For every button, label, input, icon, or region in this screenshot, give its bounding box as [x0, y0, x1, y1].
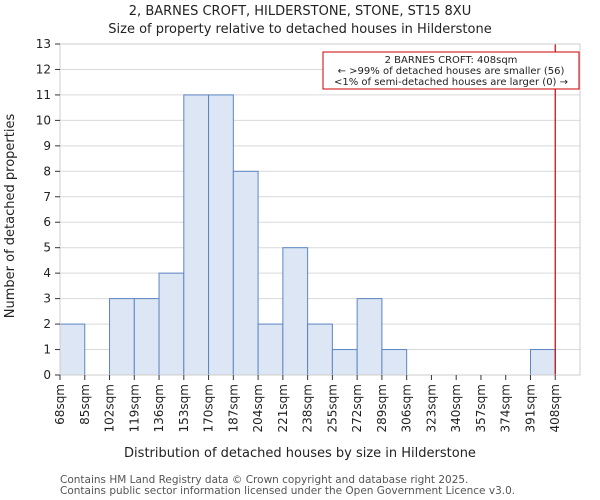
x-tick-label: 187sqm — [226, 384, 240, 432]
plot-frame — [59, 43, 581, 376]
annotation-frame — [322, 51, 580, 90]
x-tick-label: 204sqm — [251, 384, 265, 432]
x-tick-label: 136sqm — [152, 384, 166, 432]
chart-subtitle: Size of property relative to detached ho… — [108, 22, 491, 37]
chart-title: 2, BARNES CROFT, HILDERSTONE, STONE, ST1… — [129, 4, 471, 19]
bar-68sqm — [59, 323, 86, 376]
x-tick-label: 340sqm — [449, 384, 463, 432]
x-tick-label: 306sqm — [400, 384, 414, 432]
x-tick-label: 357sqm — [474, 384, 488, 432]
annotation-box: 2 BARNES CROFT: 408sqm ← >99% of detache… — [322, 51, 580, 90]
x-tick-label: 221sqm — [276, 384, 290, 432]
y-axis-label: Number of detached properties — [3, 114, 18, 319]
y-tick-label: 12 — [36, 62, 51, 76]
x-tick-label: 255sqm — [325, 384, 339, 432]
x-tick-label: 374sqm — [499, 384, 513, 432]
y-tick-label: 13 — [36, 37, 51, 51]
bar-119sqm — [133, 298, 160, 376]
x-tick-label: 391sqm — [523, 384, 537, 432]
y-tick-label: 8 — [43, 164, 51, 178]
footer-line-2: Contains public sector information licen… — [60, 485, 515, 497]
footer-line-1: Contains HM Land Registry data © Crown c… — [60, 474, 468, 486]
x-tick-label: 272sqm — [350, 384, 364, 432]
x-tick-label: 68sqm — [53, 384, 67, 425]
annotation-line-2: ← >99% of detached houses are smaller (5… — [338, 66, 565, 77]
bar-204sqm — [257, 323, 284, 376]
bar-289sqm — [381, 349, 408, 376]
y-tick-label: 7 — [43, 190, 51, 204]
bar-238sqm — [307, 323, 333, 376]
annotation-line-3: <1% of semi-detached houses are larger (… — [334, 77, 568, 88]
y-tick-label: 1 — [43, 343, 51, 357]
y-tick-label: 6 — [43, 215, 51, 229]
y-tick-label: 11 — [36, 88, 51, 102]
bar-136sqm — [158, 272, 185, 376]
y-tick-label: 3 — [43, 292, 51, 306]
x-tick-label: 170sqm — [202, 384, 216, 432]
bar-221sqm — [282, 247, 309, 376]
bar-272sqm — [356, 298, 383, 376]
x-tick-label: 153sqm — [177, 384, 191, 432]
y-tick-label: 2 — [43, 317, 51, 331]
x-tick-label: 238sqm — [301, 384, 315, 432]
annotation-line-1: 2 BARNES CROFT: 408sqm — [385, 55, 518, 66]
bars — [59, 94, 556, 376]
x-tick-label: 102sqm — [103, 384, 117, 432]
y-tick-label: 5 — [43, 241, 51, 255]
x-tick-label: 323sqm — [424, 384, 438, 432]
bar-170sqm — [208, 94, 234, 376]
x-tick-label: 408sqm — [548, 384, 562, 432]
bar-391sqm — [529, 349, 556, 376]
y-tick-label: 10 — [36, 113, 51, 127]
bar-255sqm — [331, 349, 358, 376]
x-axis-label: Distribution of detached houses by size … — [124, 446, 476, 461]
y-tick-label: 4 — [43, 266, 51, 280]
y-tick-label: 9 — [43, 139, 51, 153]
bar-153sqm — [183, 94, 210, 376]
x-tick-label: 289sqm — [375, 384, 389, 432]
bar-187sqm — [232, 170, 259, 376]
x-tick-label: 119sqm — [127, 384, 141, 432]
bar-102sqm — [109, 298, 135, 376]
x-tick-label: 85sqm — [78, 384, 92, 425]
y-tick-label: 0 — [43, 368, 51, 382]
x-axis-ticks: 68sqm 85sqm 102sqm 119sqm 136sqm 153sqm 170sqm… — [53, 375, 562, 432]
